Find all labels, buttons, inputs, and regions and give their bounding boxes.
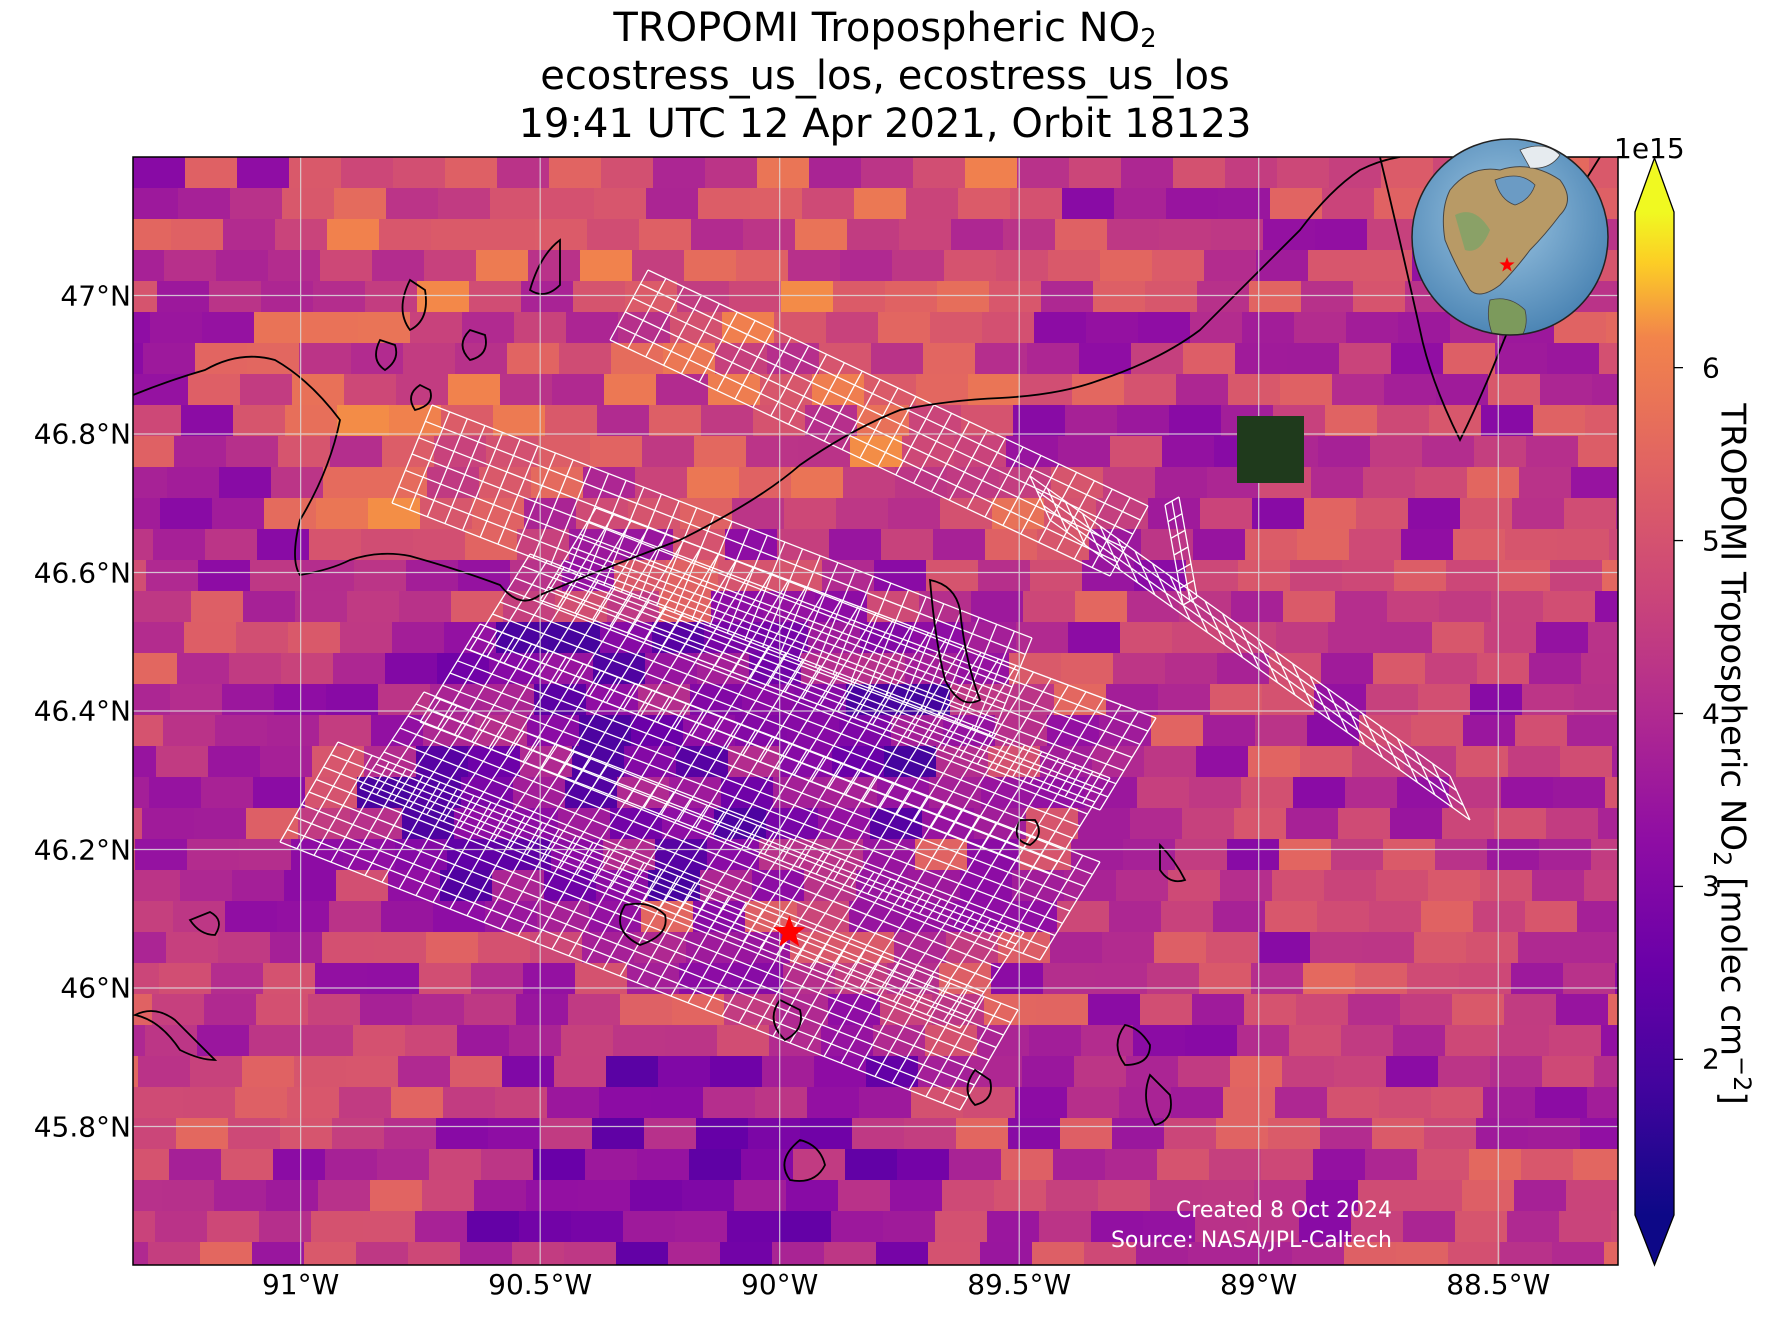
ecostress-swath-grid	[279, 269, 1471, 1111]
lon-tick-label: 90.5°W	[488, 1268, 593, 1301]
land-cover-patch	[1237, 416, 1304, 483]
map-subtitle-targets: ecostress_us_los, ecostress_us_los	[540, 53, 1230, 99]
colorbar-tick-label: 5	[1702, 524, 1720, 558]
colorbar-label: TROPOMI Tropospheric NO2 [molec cm−2]	[1707, 403, 1757, 1105]
lon-tick-label: 90°W	[741, 1268, 819, 1301]
lat-tick-label: 46.8°N	[33, 417, 131, 451]
colorbar	[1634, 156, 1683, 1267]
lat-tick-label: 45.8°N	[33, 1110, 131, 1143]
lat-lon-gridlines	[133, 157, 1618, 1265]
colorbar-tick-label: 2	[1702, 1042, 1720, 1076]
credit-created: Created 8 Oct 2024	[1175, 1198, 1392, 1223]
lon-tick-label: 88.5°W	[1446, 1268, 1551, 1301]
lat-tick-label: 46.2°N	[33, 833, 131, 866]
site-star-icon	[773, 915, 806, 947]
credit-source: Source: NASA/JPL-Caltech	[1110, 1228, 1392, 1253]
map-title: TROPOMI Tropospheric NO2	[613, 5, 1157, 54]
globe-icon	[1411, 138, 1609, 336]
colorbar-tick-label: 3	[1702, 869, 1720, 903]
lat-tick-label: 47°N	[60, 279, 131, 312]
colorbar-tick-label: 6	[1702, 351, 1720, 385]
lat-tick-label: 46.4°N	[33, 694, 131, 728]
lon-tick-label: 89°W	[1220, 1268, 1298, 1301]
colorbar-exponent: 1e15	[1614, 132, 1685, 165]
map-subtitle-time-orbit: 19:41 UTC 12 Apr 2021, Orbit 18123	[518, 101, 1252, 147]
map-frame	[132, 156, 1619, 1266]
lon-tick-label: 91°W	[261, 1268, 340, 1301]
lat-tick-label: 46.6°N	[33, 556, 131, 589]
lat-tick-label: 46°N	[60, 971, 131, 1005]
lon-tick-label: 89.5°W	[967, 1268, 1072, 1301]
colorbar-tick-label: 4	[1702, 697, 1720, 730]
